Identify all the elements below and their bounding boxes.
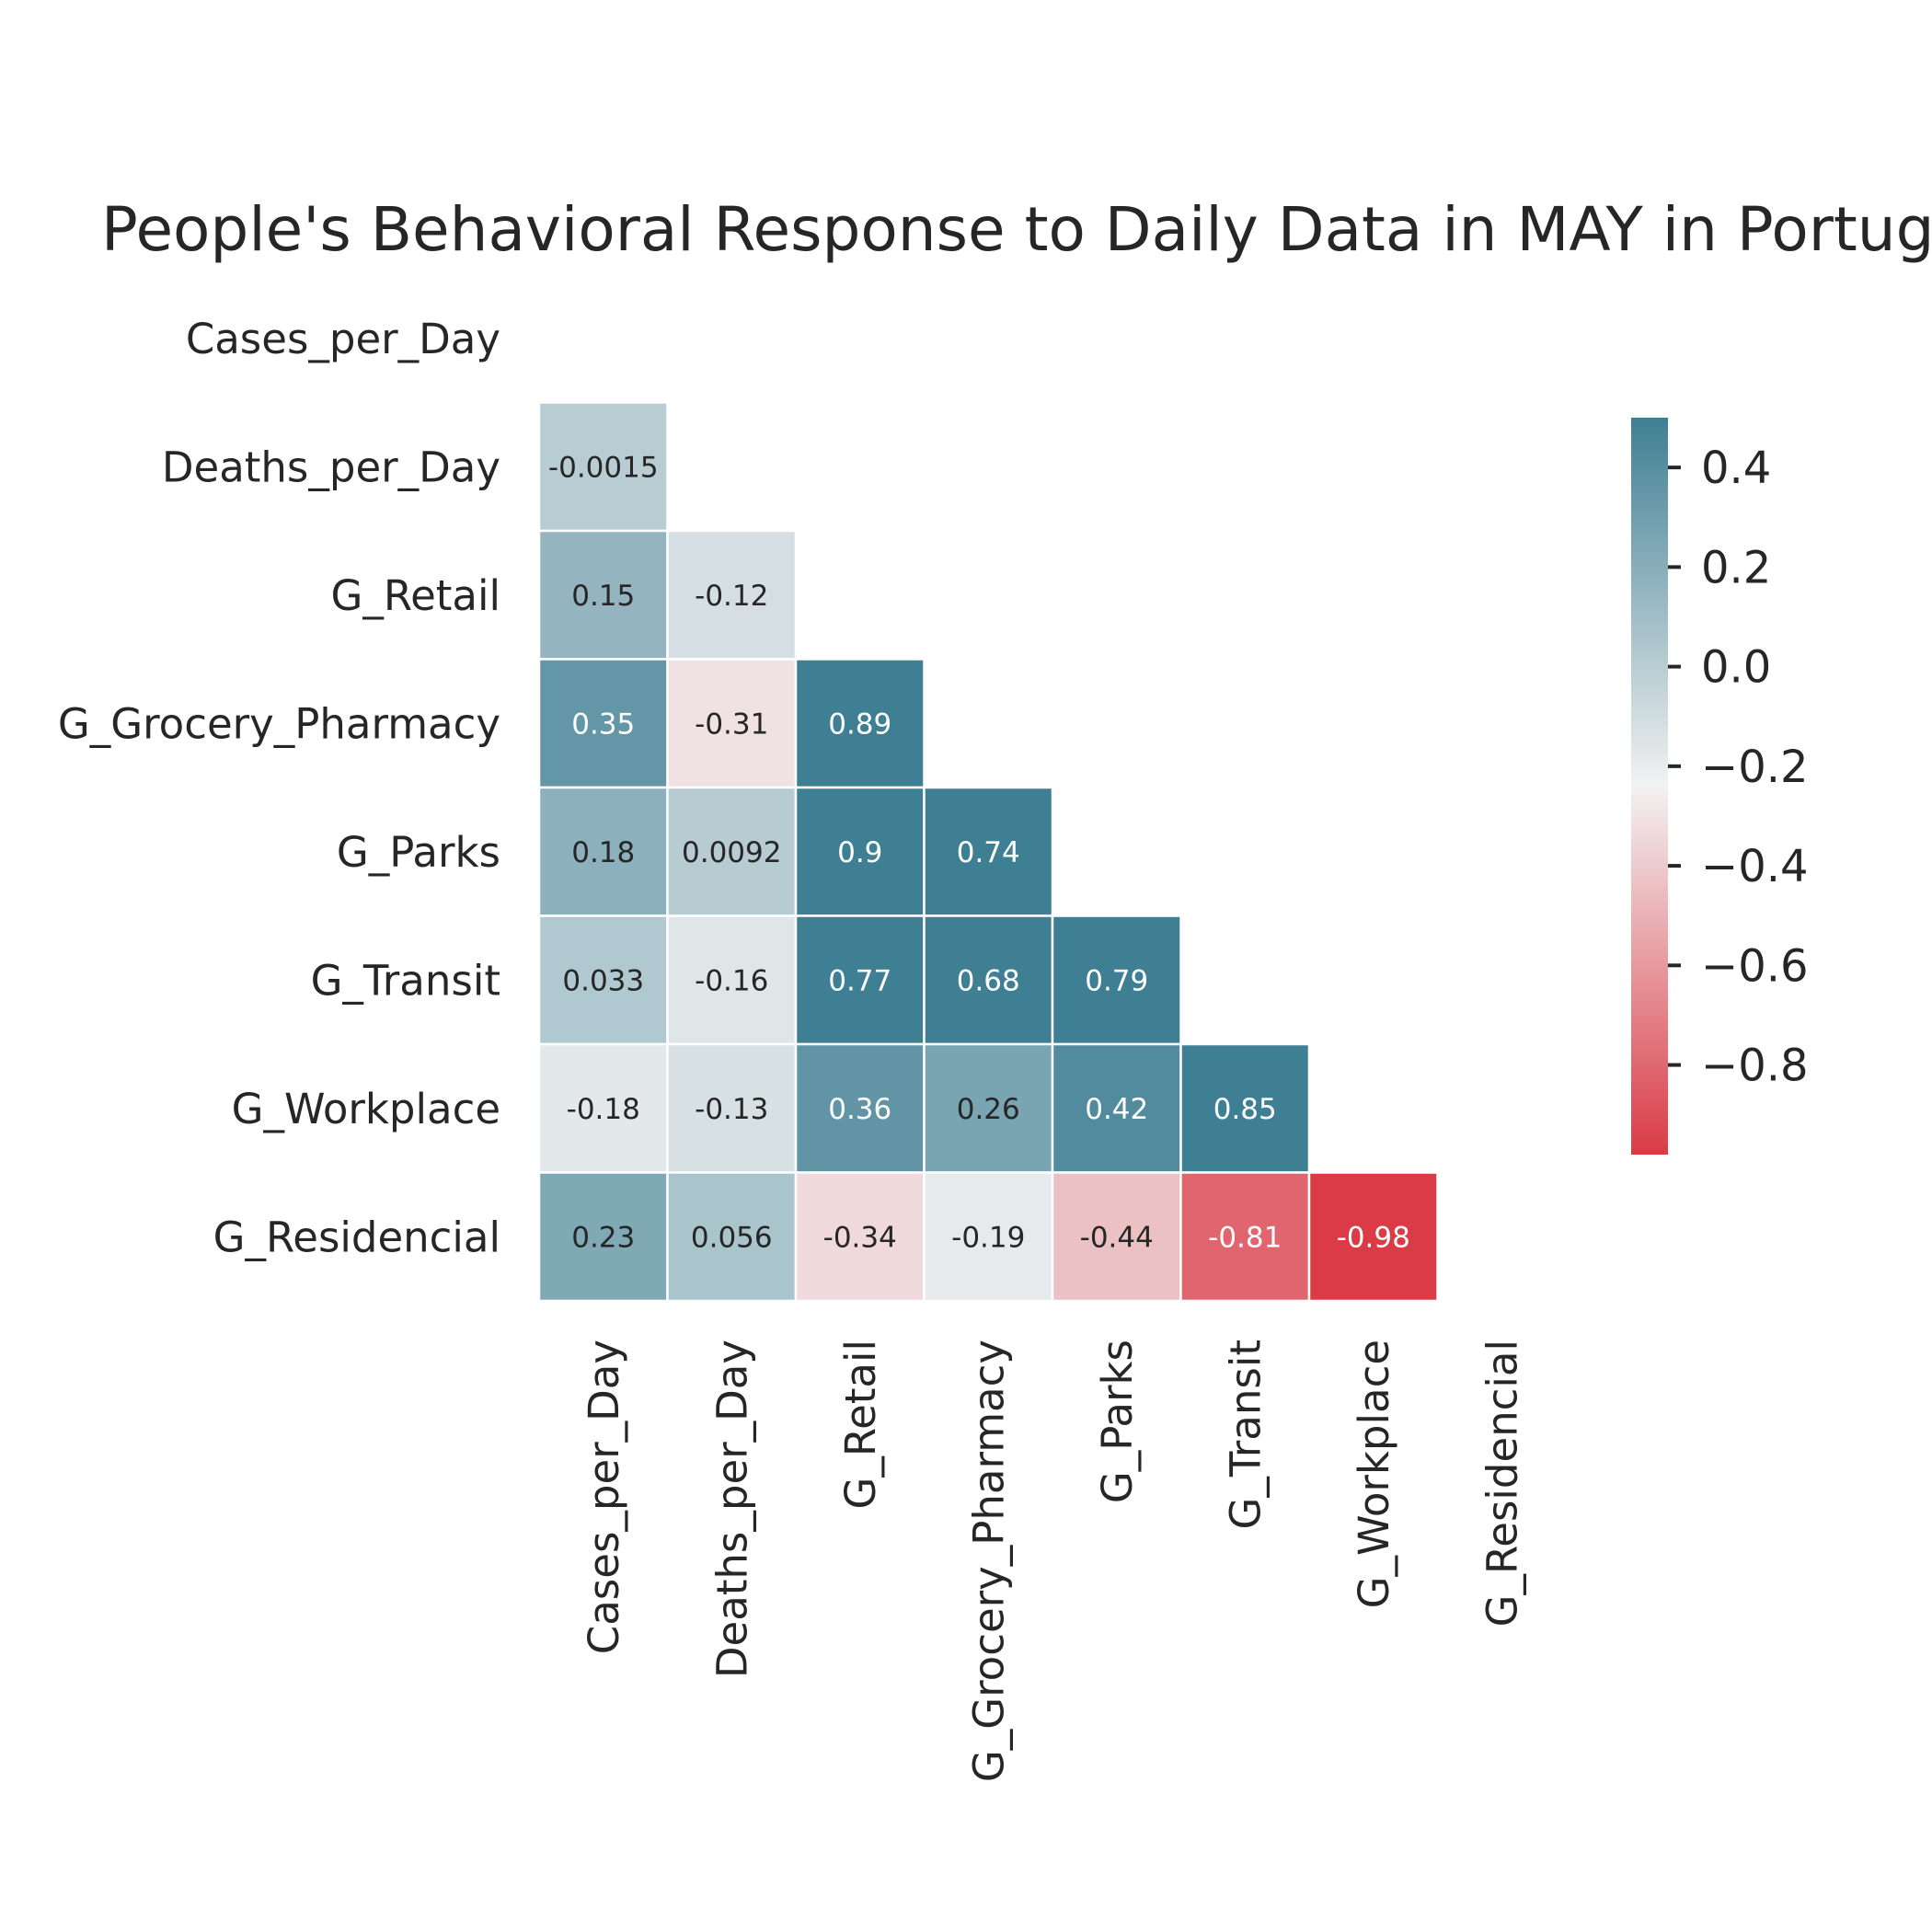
cell-value-label: 0.85 (1213, 1093, 1277, 1126)
colorbar-tick-label: 0.2 (1701, 542, 1771, 593)
cell-value-label: 0.35 (571, 707, 635, 741)
cell-value-label: -0.34 (823, 1221, 897, 1254)
cell-value-label: 0.0092 (682, 836, 781, 869)
heatmap-cell-g-transit-deaths-per-day (666, 914, 798, 1046)
column-label-g-grocery-pharmacy: G_Grocery_Pharmacy (964, 1340, 1013, 1782)
column-label-g-workplace: G_Workplace (1350, 1340, 1398, 1608)
cell-value-label: -0.13 (695, 1093, 768, 1126)
heatmap-cell-g-parks-g-grocery-pharmacy (923, 786, 1054, 917)
cell-value-label: -0.12 (695, 580, 768, 613)
heatmap-cell-g-retail-deaths-per-day (666, 529, 798, 661)
row-labels: Cases_per_Day Deaths_per_Day G_Retail G_Gro… (58, 315, 500, 1262)
row-label-g-grocery-pharmacy: G_Grocery_Pharmacy (58, 699, 500, 748)
heatmap-cell-g-grocery-pharmacy-g-retail (794, 658, 926, 789)
row-label-deaths-per-day: Deaths_per_Day (162, 443, 500, 491)
heatmap-cell-g-residencial-g-transit (1179, 1171, 1311, 1303)
cell-value-label: -0.18 (567, 1093, 640, 1126)
cell-value-label: 0.26 (957, 1093, 1020, 1126)
cell-value-label: -0.44 (1080, 1221, 1154, 1254)
cell-value-label: -0.0015 (548, 451, 659, 484)
cell-value-label: 0.36 (828, 1093, 891, 1126)
row-label-g-parks: G_Parks (337, 828, 500, 877)
column-label-cases-per-day: Cases_per_Day (580, 1340, 628, 1654)
row-label-cases-per-day: Cases_per_Day (186, 315, 500, 363)
cell-value-label: 0.77 (828, 964, 891, 997)
colorbar-gradient (1631, 418, 1668, 1155)
cell-value-label: 0.23 (571, 1221, 635, 1254)
column-labels: Cases_per_Day Deaths_per_Day G_Retail G_Gro… (580, 1340, 1527, 1782)
cell-value-label: 0.18 (571, 836, 635, 869)
cell-value-label: 0.79 (1085, 964, 1148, 997)
heatmap-cell-g-workplace-g-retail (794, 1042, 926, 1174)
cell-value-label: 0.68 (957, 964, 1020, 997)
heatmap-cell-g-parks-deaths-per-day (666, 786, 798, 917)
colorbar-tick-label: 0.4 (1701, 443, 1771, 494)
cell-value-label: -0.81 (1208, 1221, 1282, 1254)
column-label-g-residencial: G_Residencial (1478, 1340, 1526, 1627)
heatmap-cell-g-residencial-deaths-per-day (666, 1171, 798, 1303)
heatmap-cell-g-workplace-deaths-per-day (666, 1042, 798, 1174)
colorbar-tick-label: −0.2 (1701, 742, 1809, 793)
cell-value-label: 0.42 (1085, 1093, 1148, 1126)
heatmap-cells: -0.0015 0.15 -0.12 0.35 -0.31 0.89 0.18 0.0092 0… (537, 401, 1439, 1303)
heatmap-cell-g-retail-cases-per-day (537, 529, 669, 661)
colorbar-tick-label: 0.0 (1701, 642, 1771, 694)
heatmap-cell-g-workplace-cases-per-day (537, 1042, 669, 1174)
chart-title: People's Behavioral Response to Daily Da… (101, 194, 1932, 265)
column-label-deaths-per-day: Deaths_per_Day (707, 1340, 756, 1678)
cell-value-label: -0.19 (951, 1221, 1025, 1254)
column-label-g-retail: G_Retail (836, 1340, 885, 1510)
colorbar-tick-label: −0.4 (1701, 841, 1809, 892)
heatmap-cell-g-workplace-g-transit (1179, 1042, 1311, 1174)
cell-value-label: 0.033 (562, 964, 644, 997)
column-label-g-parks: G_Parks (1093, 1340, 1142, 1503)
heatmap-cell-g-residencial-cases-per-day (537, 1171, 669, 1303)
heatmap-cell-g-workplace-g-parks (1051, 1042, 1182, 1174)
column-label-g-transit: G_Transit (1221, 1340, 1270, 1529)
heatmap-cell-g-transit-g-grocery-pharmacy (923, 914, 1054, 1046)
cell-value-label: -0.98 (1337, 1221, 1410, 1254)
colorbar-tick-label: −0.6 (1701, 940, 1809, 992)
cell-value-label: 0.74 (957, 836, 1020, 869)
colorbar-tick-label: −0.8 (1701, 1041, 1809, 1092)
heatmap-cell-g-residencial-g-grocery-pharmacy (923, 1171, 1054, 1303)
heatmap-cell-g-residencial-g-workplace (1307, 1171, 1439, 1303)
row-label-g-transit: G_Transit (311, 956, 500, 1005)
row-label-g-residencial: G_Residencial (213, 1213, 500, 1261)
cell-value-label: 0.056 (691, 1221, 773, 1254)
heatmap-cell-deaths-per-day-cases-per-day (537, 401, 669, 533)
heatmap-cell-g-workplace-g-grocery-pharmacy (923, 1042, 1054, 1174)
cell-value-label: -0.16 (695, 964, 768, 997)
row-label-g-retail: G_Retail (330, 571, 500, 620)
row-label-g-workplace: G_Workplace (232, 1085, 500, 1133)
cell-value-label: 0.9 (837, 836, 882, 869)
cell-value-label: 0.15 (571, 580, 635, 613)
cell-value-label: 0.89 (828, 707, 891, 741)
colorbar: 0.4 0.2 0.0 −0.2 −0.4 −0.6 −0.8 (1631, 418, 1809, 1155)
cell-value-label: -0.31 (695, 707, 768, 741)
